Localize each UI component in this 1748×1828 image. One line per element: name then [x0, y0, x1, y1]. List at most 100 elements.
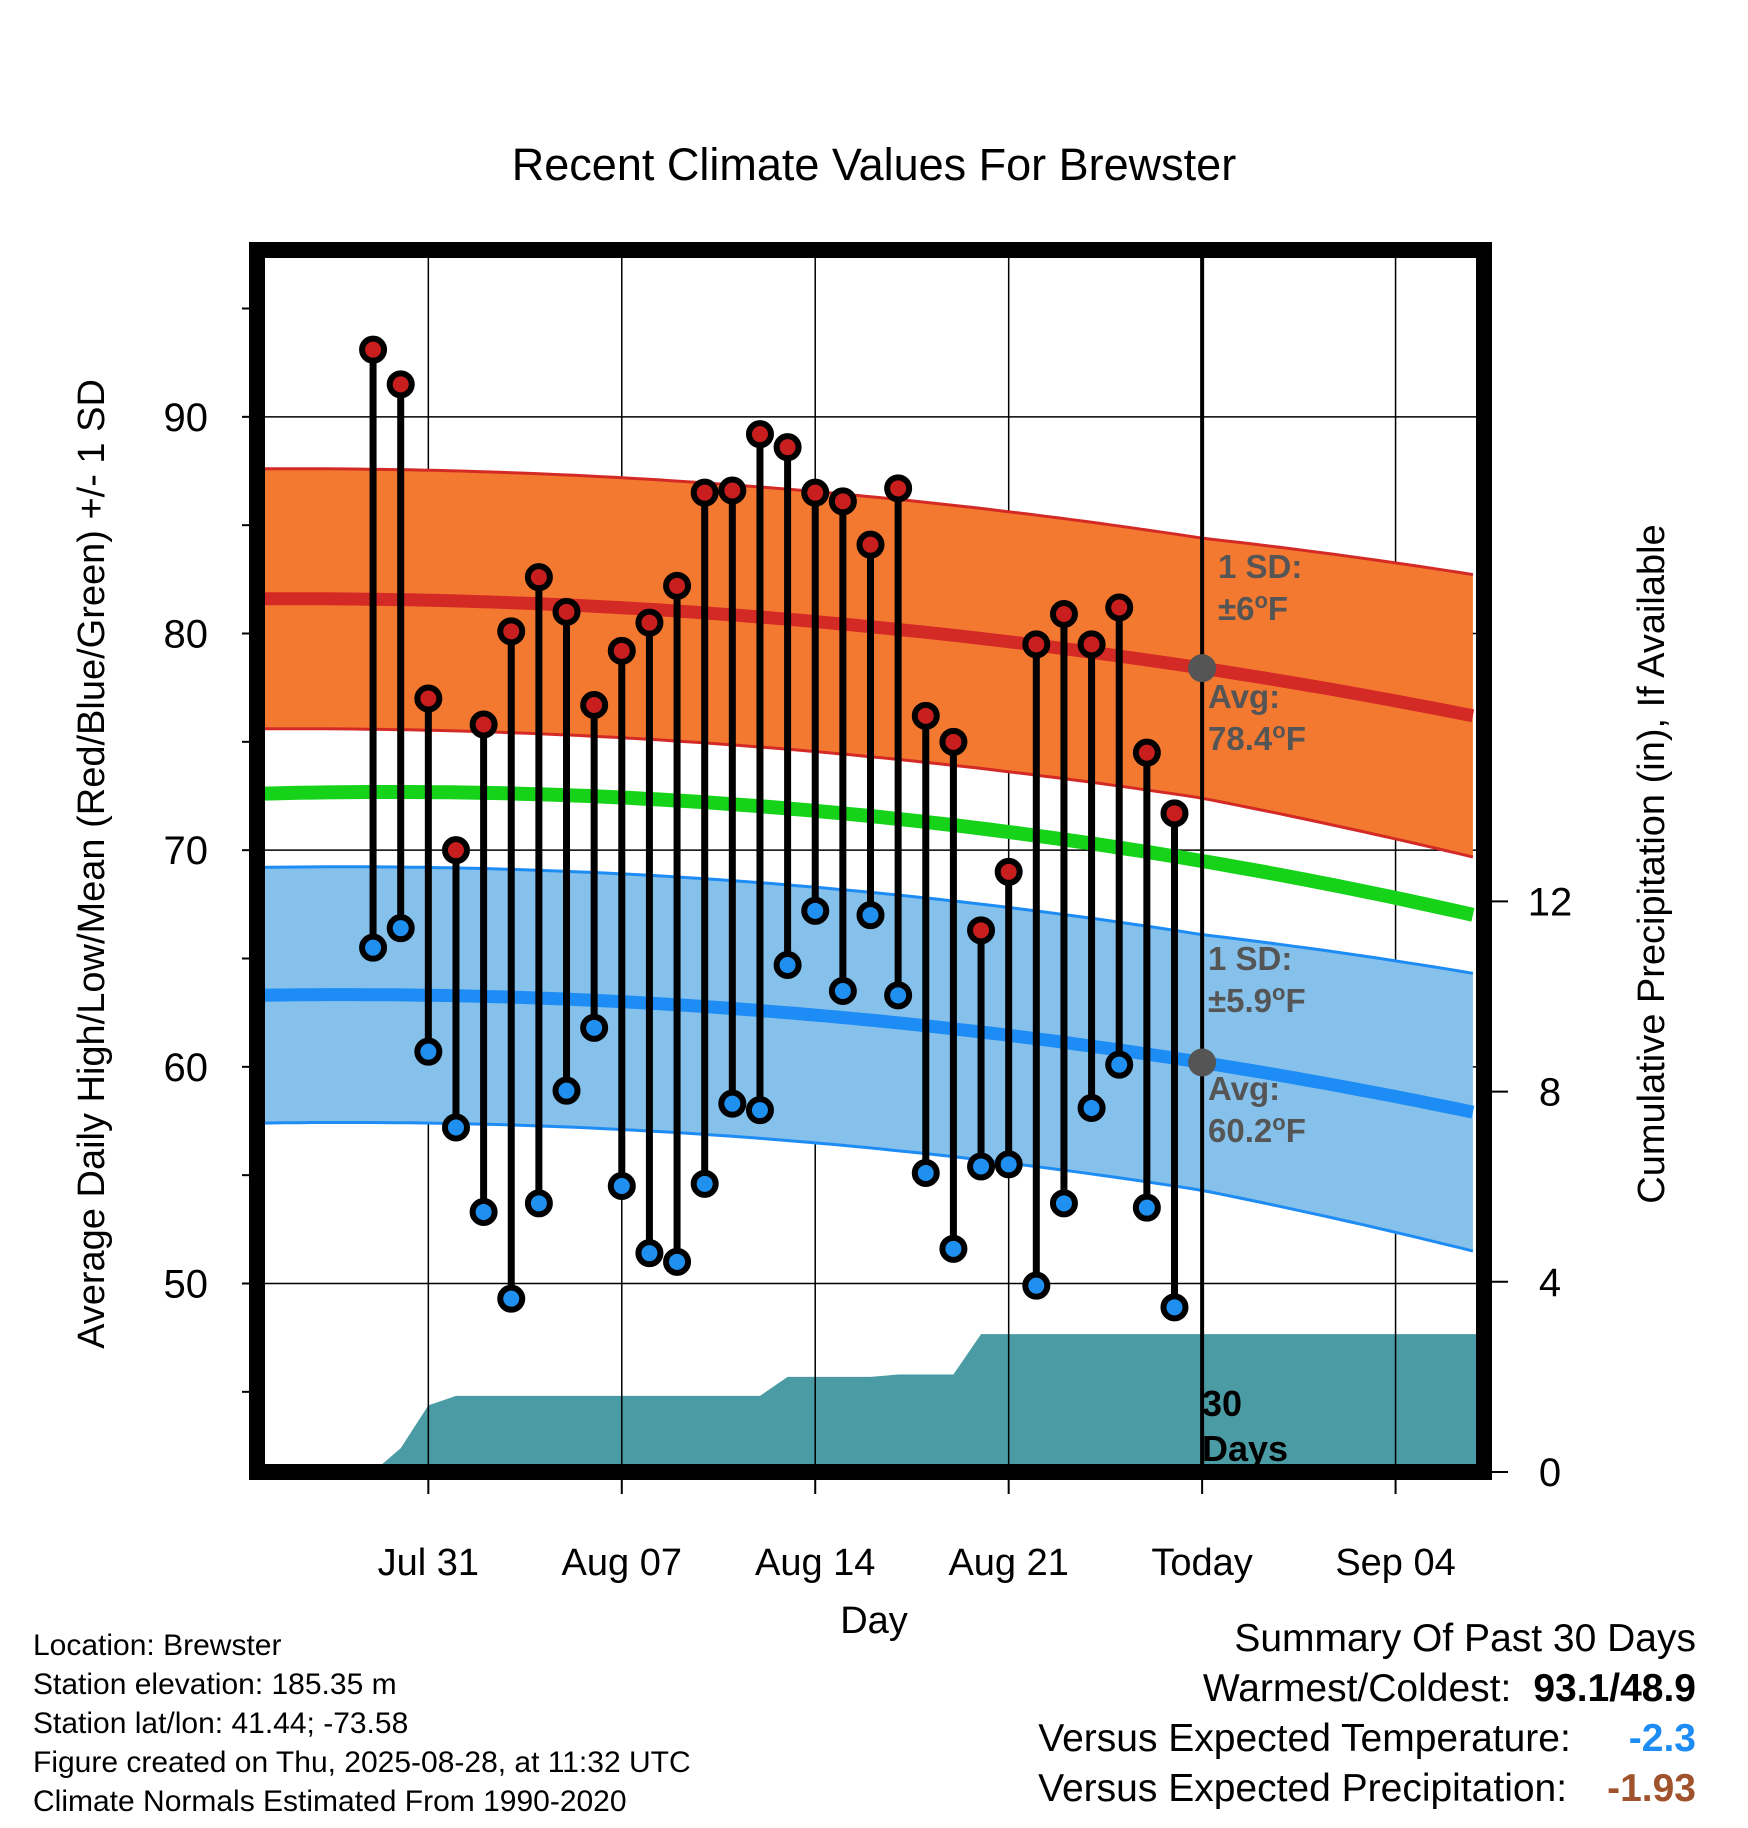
high-normal-upper-edge — [257, 467, 1474, 577]
daily-high-point-13 — [718, 476, 747, 505]
daily-low-point-2 — [414, 1037, 443, 1066]
info-latlon: Station lat/lon: 41.44; -73.58 — [33, 1707, 409, 1740]
daily-high-point-22 — [967, 916, 996, 945]
y-left-tick-label-50: 50 — [164, 1263, 209, 1307]
low-normal-upper-edge — [257, 865, 1474, 975]
daily-high-point-25 — [1049, 600, 1078, 628]
daily-high-point-5 — [497, 617, 526, 646]
daily-low-point-25 — [1049, 1189, 1078, 1218]
low-normal-band — [257, 866, 1473, 1252]
info-elevation: Station elevation: 185.35 m — [33, 1668, 397, 1701]
daily-low-point-13 — [718, 1089, 747, 1118]
daily-high-point-19 — [884, 474, 913, 503]
daily-low-point-12 — [690, 1169, 719, 1198]
daily-low-point-17 — [828, 977, 857, 1005]
high-sd-label: 1 SD: — [1218, 548, 1302, 585]
daily-high-point-12 — [690, 478, 719, 507]
daily-high-point-23 — [994, 857, 1023, 886]
y-right-tick-label-8: 8 — [1539, 1071, 1561, 1115]
daily-high-point-21 — [939, 727, 968, 756]
summary-precip-value: -1.93 — [1607, 1767, 1696, 1810]
period-label-line2: Days — [1202, 1428, 1288, 1469]
daily-high-point-17 — [828, 487, 857, 516]
observations-layer — [359, 335, 1189, 1322]
daily-low-point-3 — [441, 1113, 470, 1142]
x-axis-label: Day — [840, 1600, 908, 1642]
summary-warmest-value: 93.1/48.9 — [1533, 1667, 1696, 1710]
high-avg-label: Avg: — [1208, 678, 1280, 715]
summary-warmest-row: Warmest/Coldest: 93.1/48.9 — [1038, 1664, 1696, 1714]
daily-high-point-9 — [607, 636, 636, 665]
high-normal-line — [257, 592, 1475, 723]
daily-high-point-8 — [580, 691, 609, 719]
chart-title: Recent Climate Values For Brewster — [512, 139, 1236, 190]
y-left-tick-label-60: 60 — [164, 1046, 209, 1090]
daily-low-point-21 — [939, 1234, 968, 1263]
info-location: Location: Brewster — [33, 1629, 282, 1662]
summary-temp-label: Versus Expected Temperature: — [1038, 1717, 1571, 1760]
daily-high-point-3 — [441, 836, 470, 865]
daily-low-point-7 — [552, 1076, 581, 1105]
daily-low-point-5 — [497, 1284, 526, 1313]
daily-high-point-11 — [663, 571, 692, 600]
daily-low-point-15 — [773, 951, 802, 979]
y-left-tick-label-70: 70 — [164, 829, 209, 873]
high-sd-value: ±6oF — [1218, 588, 1288, 627]
daily-high-point-27 — [1105, 593, 1134, 622]
period-label-line1: 30 — [1202, 1383, 1242, 1424]
daily-high-point-0 — [359, 335, 388, 364]
daily-high-point-10 — [635, 608, 664, 637]
daily-low-point-29 — [1160, 1293, 1189, 1322]
plot-frame — [249, 242, 1492, 1480]
x-tick-label-4: Today — [1151, 1542, 1252, 1584]
daily-low-point-28 — [1132, 1193, 1161, 1222]
daily-high-point-18 — [856, 530, 885, 559]
daily-low-point-10 — [635, 1239, 664, 1268]
summary-warmest-label: Warmest/Coldest: — [1202, 1667, 1512, 1710]
daily-low-point-26 — [1077, 1094, 1106, 1122]
today-layer — [1188, 250, 1217, 1472]
daily-low-point-19 — [884, 981, 913, 1010]
mean-normal-line — [257, 785, 1475, 922]
today-high-avg-marker — [1188, 654, 1217, 683]
daily-high-point-2 — [414, 684, 443, 713]
daily-high-point-24 — [1022, 630, 1051, 659]
y-right-tick-label-12: 12 — [1528, 880, 1573, 924]
daily-high-point-1 — [386, 370, 415, 399]
low-sd-value: ±5.9oF — [1208, 980, 1306, 1019]
daily-low-point-1 — [386, 914, 415, 943]
summary-precip-label: Versus Expected Precipitation: — [1038, 1767, 1568, 1810]
daily-low-point-27 — [1105, 1050, 1134, 1079]
daily-low-point-9 — [607, 1172, 636, 1200]
summary-precip-row: Versus Expected Precipitation: -1.93 — [1038, 1764, 1696, 1814]
daily-low-point-14 — [745, 1096, 774, 1125]
info-normals: Climate Normals Estimated From 1990-2020 — [33, 1785, 627, 1818]
precipitation-layer — [373, 1334, 1484, 1472]
y-right-tick-label-4: 4 — [1539, 1261, 1561, 1305]
high-normal-band — [257, 468, 1473, 857]
summary-temp-row: Versus Expected Temperature: -2.3 — [1038, 1714, 1696, 1764]
summary-panel: Summary Of Past 30 Days Warmest/Coldest:… — [1038, 1614, 1696, 1814]
x-tick-label-1: Aug 07 — [562, 1542, 682, 1584]
x-tick-label-0: Jul 31 — [378, 1542, 479, 1584]
x-tick-label-2: Aug 14 — [755, 1542, 875, 1584]
daily-low-point-0 — [359, 933, 388, 962]
daily-low-point-18 — [856, 901, 885, 930]
station-info: Location: Brewster Station elevation: 18… — [33, 1626, 691, 1821]
daily-low-point-16 — [801, 896, 830, 925]
daily-high-point-6 — [524, 563, 553, 592]
daily-low-point-4 — [469, 1198, 498, 1226]
y-left-tick-label-80: 80 — [164, 613, 209, 657]
daily-low-point-20 — [911, 1159, 940, 1187]
low-sd-label: 1 SD: — [1208, 940, 1292, 977]
daily-low-point-11 — [663, 1247, 692, 1276]
y-right-tick-label-0: 0 — [1539, 1451, 1561, 1495]
daily-high-point-28 — [1132, 738, 1161, 767]
daily-high-point-4 — [469, 710, 498, 739]
daily-high-point-7 — [552, 597, 581, 626]
daily-high-point-20 — [911, 701, 940, 730]
daily-high-point-26 — [1077, 630, 1106, 659]
daily-low-point-24 — [1022, 1271, 1051, 1300]
